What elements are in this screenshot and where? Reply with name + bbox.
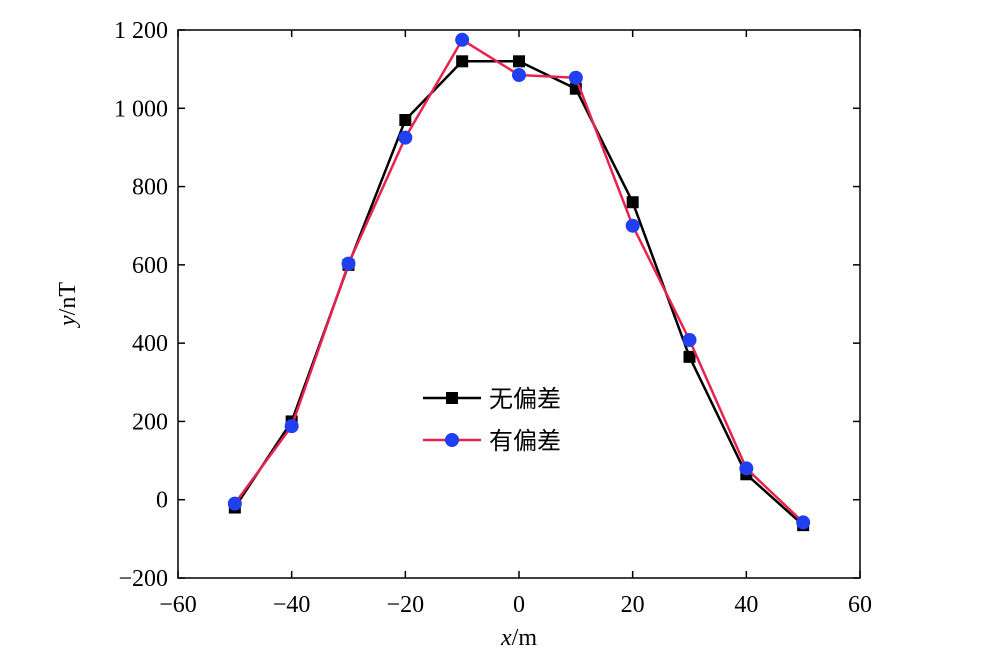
y-tick-label: 1 000 — [114, 96, 168, 122]
y-axis-unit: /nT — [55, 282, 81, 316]
x-axis-variable: x — [500, 625, 512, 651]
y-tick-label: 800 — [132, 175, 168, 201]
y-tick-label: 600 — [132, 253, 168, 279]
data-point — [398, 130, 413, 145]
y-axis-ticks: −200 0 200 400 600 800 1 000 1 200 — [114, 18, 860, 592]
x-tick-label: 40 — [734, 592, 758, 618]
y-tick-label: −200 — [118, 566, 168, 592]
data-point — [512, 68, 526, 83]
data-point — [739, 461, 754, 476]
legend-item: 有偏差 — [423, 427, 561, 455]
x-tick-label: −20 — [387, 592, 425, 618]
x-tick-label: 0 — [513, 592, 525, 618]
data-point — [399, 114, 412, 127]
x-tick-label: 60 — [848, 592, 872, 618]
data-point — [227, 496, 242, 511]
legend-marker — [446, 392, 458, 404]
data-point — [796, 515, 811, 530]
legend-marker — [445, 433, 459, 447]
data-point — [455, 32, 470, 47]
y-tick-label: 1 200 — [114, 18, 168, 44]
legend-label: 有偏差 — [489, 427, 561, 455]
x-axis-ticks: −60 −40 −20 0 20 40 60 — [159, 30, 872, 618]
data-point — [456, 55, 469, 68]
series-1 — [228, 55, 810, 532]
y-axis-variable: y — [55, 315, 81, 328]
legend-label: 无偏差 — [489, 385, 561, 413]
data-point — [568, 70, 583, 85]
data-point — [626, 196, 639, 209]
x-axis-label: x/m — [500, 625, 537, 651]
data-point — [513, 55, 525, 68]
y-tick-label: 400 — [132, 331, 168, 357]
data-point — [625, 218, 640, 233]
data-point — [683, 350, 696, 363]
x-tick-label: 20 — [621, 592, 645, 618]
plot-frame — [177, 29, 861, 579]
data-point — [341, 256, 356, 271]
y-tick-label: 200 — [132, 409, 168, 435]
data-point — [284, 419, 299, 434]
data-point — [682, 333, 697, 348]
series-line — [233, 60, 805, 527]
y-tick-label: 0 — [156, 488, 168, 514]
x-axis-unit: /m — [512, 625, 538, 651]
series-2 — [227, 32, 811, 530]
x-tick-label: −40 — [273, 592, 311, 618]
x-tick-label: −60 — [159, 592, 197, 618]
legend-item: 无偏差 — [423, 385, 561, 413]
y-axis-label: y/nT — [55, 282, 81, 328]
plot-content — [227, 32, 811, 532]
